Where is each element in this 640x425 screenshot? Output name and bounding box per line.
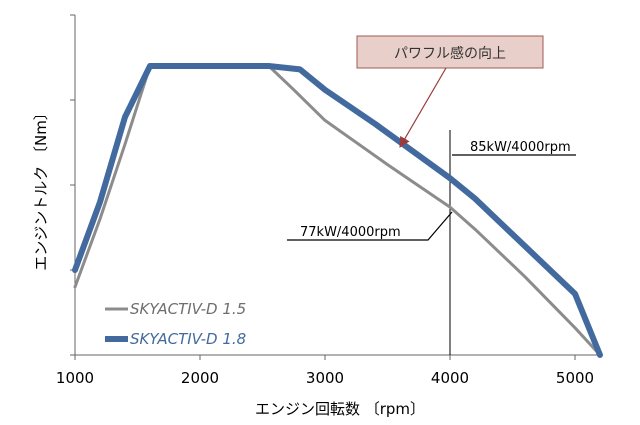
callout-arrow bbox=[399, 67, 447, 148]
x-tick-label: 4000 bbox=[431, 369, 469, 387]
legend: SKYACTIV-D 1.5 SKYACTIV-D 1.8 bbox=[105, 300, 246, 348]
x-axis-title: エンジン回転数 〔rpm〕 bbox=[255, 400, 425, 418]
y-ticks bbox=[70, 14, 75, 356]
label-77kw: 77kW/4000rpm bbox=[300, 225, 401, 240]
label-85kw: 85kW/4000rpm bbox=[470, 140, 571, 155]
x-tick-label: 3000 bbox=[306, 369, 344, 387]
series-line-skyactiv-d-1-8 bbox=[72, 63, 603, 358]
callout-box bbox=[356, 35, 544, 69]
x-tick-label: 1000 bbox=[56, 369, 94, 387]
x-tick-label: 2000 bbox=[181, 369, 219, 387]
y-axis-title: エンジントルク 〔Nm〕 bbox=[32, 105, 50, 271]
legend-label-skyactiv-d-1-5: SKYACTIV-D 1.5 bbox=[130, 300, 246, 318]
series-line-skyactiv-d-1-5 bbox=[73, 64, 602, 357]
x-ticks: 1000 2000 3000 4000 5000 bbox=[56, 355, 594, 387]
label-77kw-leader bbox=[287, 211, 453, 241]
legend-label-skyactiv-d-1-8: SKYACTIV-D 1.8 bbox=[130, 330, 246, 348]
callout-text: パワフル感の向上 bbox=[394, 45, 506, 62]
x-tick-label: 5000 bbox=[556, 369, 594, 387]
